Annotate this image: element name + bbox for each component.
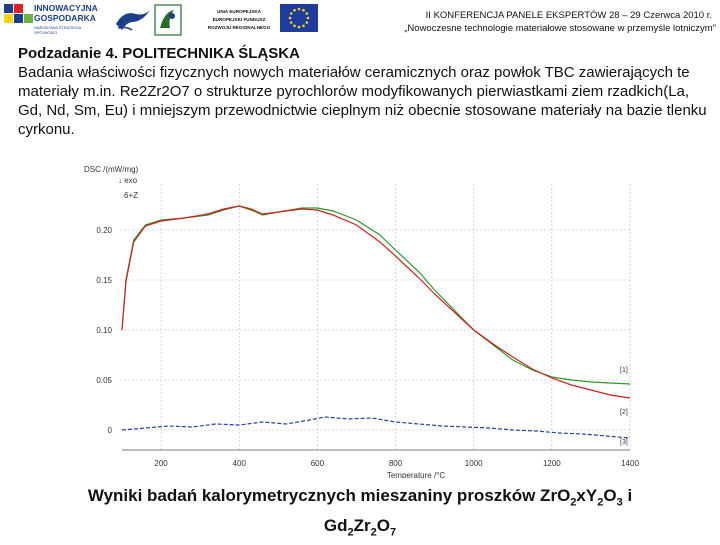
y-tick-label: 0.15 xyxy=(96,276,112,285)
bird-logo-icon xyxy=(116,10,150,31)
institute-logo-icon xyxy=(154,4,182,36)
slide-heading: Podzadanie 4. POLITECHNIKA ŚLĄSKA xyxy=(18,45,300,62)
x-tick-label: 1000 xyxy=(465,459,483,468)
exo-label: ↓ exo xyxy=(118,176,138,185)
conference-subtitle: „Nowoczesne technologie materiałowe stos… xyxy=(404,23,716,34)
series-label-1: [1] xyxy=(620,367,628,374)
x-tick-label: 200 xyxy=(154,459,168,468)
series-line-2 xyxy=(121,205,631,399)
logo-line3: NARODOWA STRATEGIA SPÓJNOŚCI xyxy=(34,25,81,35)
slide-body-text: Badania właściwości fizycznych nowych ma… xyxy=(18,64,707,138)
x-tick-label: 600 xyxy=(311,459,325,468)
chart-caption: Wyniki badań kalorymetrycznych mieszanin… xyxy=(87,486,633,539)
eu-fund-text: UNIA EUROPEJSKA EUROPEJSKI FUNDUSZ ROZWO… xyxy=(207,9,271,30)
conference-title: II KONFERENCJA PANELE EKSPERTÓW 28 – 29 … xyxy=(425,10,712,21)
logo-line2: GOSPODARKA xyxy=(34,13,96,23)
series-label-2: [2] xyxy=(620,409,628,416)
x-tick-label: 1200 xyxy=(543,459,561,468)
dsc-chart-svg: 200 400 600 800 1000 1200 1400 0 0.05 0.10 0.15 0.2… xyxy=(84,165,639,480)
slide-text-block: Podzadanie 4. POLITECHNIKA ŚLĄSKA Badani… xyxy=(18,44,708,139)
logo-line1: INNOWACYJNA xyxy=(34,3,98,13)
y-tick-label: 0 xyxy=(108,426,113,435)
slide-header: INNOWACYJNA GOSPODARKA NARODOWA STRATEGI… xyxy=(0,0,720,42)
series-label-3: [3] xyxy=(620,439,628,446)
x-axis-label: Temperature /°C xyxy=(387,471,446,478)
dsc-chart: 200 400 600 800 1000 1200 1400 0 0.05 0.10 0.15 0.2… xyxy=(82,158,642,480)
series-line-1 xyxy=(121,205,631,385)
x-tick-label: 400 xyxy=(233,459,247,468)
y-tick-label: 0.10 xyxy=(96,326,112,335)
x-tick-label: 1400 xyxy=(621,459,639,468)
y-axis-label: DSC /(mW/mg) xyxy=(84,165,139,174)
curve-annotation: 6+Z xyxy=(124,191,138,200)
y-tick-label: 0.20 xyxy=(96,226,112,235)
eu-flag-icon xyxy=(280,4,318,32)
x-tick-label: 800 xyxy=(389,459,403,468)
innowacyjna-gospodarka-logo: INNOWACYJNA GOSPODARKA NARODOWA STRATEGI… xyxy=(2,2,102,38)
y-tick-label: 0.05 xyxy=(96,376,112,385)
series-line-3 xyxy=(121,416,631,439)
